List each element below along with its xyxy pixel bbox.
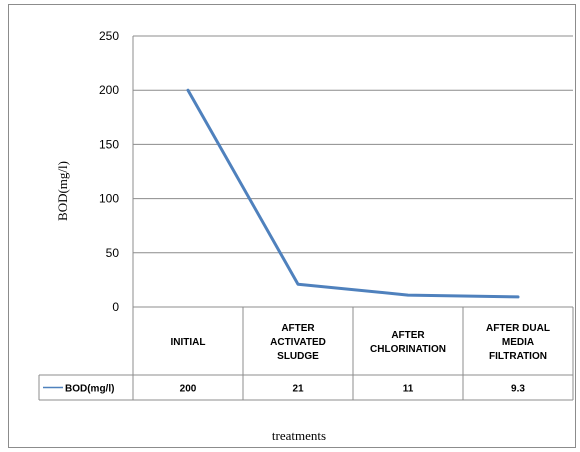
series-line xyxy=(186,88,520,299)
table-value-cell: 21 xyxy=(292,384,304,395)
data-table: INITIAL AFTER ACTIVATED SLUDGE AFTER CHLORINA… xyxy=(38,307,574,401)
y-axis-title: BOD(mg/l) xyxy=(55,161,70,221)
y-tick-label: 250 xyxy=(99,29,119,43)
legend-label: BOD(mg/l) xyxy=(65,384,114,395)
y-tick-label: 100 xyxy=(99,192,119,206)
chart-svg: 250 200 150 100 50 0 INITIAL AFTER ACTIVATED SLU… xyxy=(38,29,574,443)
table-value-cell: 11 xyxy=(403,384,414,395)
y-tick-label: 200 xyxy=(99,83,119,97)
table-value-cell: 9.3 xyxy=(511,384,525,395)
y-tick-label: 50 xyxy=(106,246,120,260)
x-axis-title: treatments xyxy=(272,428,326,443)
x-category-label: AFTER ACTIVATED SLUDGE xyxy=(270,323,326,362)
table-value-cell: 200 xyxy=(180,384,197,395)
x-category-label: INITIAL xyxy=(171,337,206,348)
y-tick-label: 150 xyxy=(99,137,119,151)
y-tick-label: 0 xyxy=(112,300,119,314)
y-tick-labels: 250 200 150 100 50 0 xyxy=(99,29,119,314)
series-layer xyxy=(186,88,520,299)
chart-frame: 250 200 150 100 50 0 INITIAL AFTER ACTIVATED SLU… xyxy=(8,4,576,448)
x-category-label: AFTER CHLORINATION xyxy=(370,330,446,355)
x-category-label: AFTER DUAL MEDIA FILTRATION xyxy=(486,323,550,362)
